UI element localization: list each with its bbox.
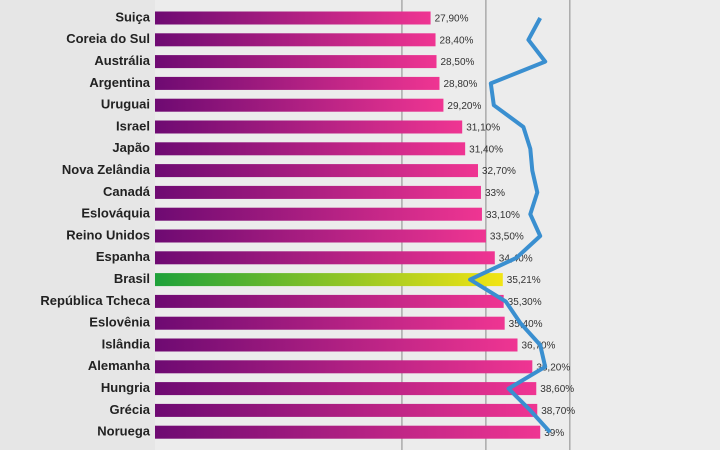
category-label: Islândia xyxy=(102,336,151,351)
value-label: 27,90% xyxy=(435,14,469,25)
bar xyxy=(155,142,466,156)
value-label: 28,80% xyxy=(443,79,477,90)
category-label: Nova Zelândia xyxy=(62,162,151,177)
value-label: 32,70% xyxy=(482,166,516,177)
bar xyxy=(155,11,431,25)
value-label: 35,21% xyxy=(507,275,541,286)
bar xyxy=(155,251,495,265)
bar xyxy=(155,229,486,243)
value-label: 33,10% xyxy=(486,210,520,221)
bar xyxy=(155,55,437,69)
bar xyxy=(155,98,444,112)
bar xyxy=(155,185,481,199)
value-label: 35,30% xyxy=(508,297,542,308)
category-label: Eslováquia xyxy=(81,206,150,221)
value-label: 35,40% xyxy=(509,319,543,330)
bar xyxy=(155,273,503,287)
category-label: Grécia xyxy=(110,402,151,417)
bar xyxy=(155,294,504,308)
category-label: Brasil xyxy=(114,271,150,286)
value-label: 31,10% xyxy=(466,123,500,134)
value-label: 31,40% xyxy=(469,144,503,155)
value-label: 33% xyxy=(485,188,505,199)
category-label: Suiça xyxy=(115,9,150,24)
line-series xyxy=(468,17,552,434)
value-label: 29,20% xyxy=(447,101,481,112)
bar xyxy=(155,360,533,374)
bar xyxy=(155,338,518,352)
category-label: Hungria xyxy=(101,380,151,395)
category-label: Alemanha xyxy=(88,358,151,373)
category-label: Canadá xyxy=(103,184,151,199)
bar xyxy=(155,33,436,47)
category-label: Reino Unidos xyxy=(66,227,150,242)
bar xyxy=(155,425,541,439)
category-label: Japão xyxy=(112,140,150,155)
category-label: Argentina xyxy=(89,75,150,90)
bar xyxy=(155,316,505,330)
category-label: República Tcheca xyxy=(40,293,150,308)
value-label: 38,20% xyxy=(536,362,570,373)
bar xyxy=(155,207,482,221)
category-label: Israel xyxy=(116,118,150,133)
category-label: Eslovênia xyxy=(89,315,150,330)
category-label: Austrália xyxy=(94,53,150,68)
value-label: 28,40% xyxy=(440,35,474,46)
category-label: Coreia do Sul xyxy=(66,31,150,46)
bar xyxy=(155,403,538,417)
bar xyxy=(155,120,463,134)
category-label: Uruguai xyxy=(101,97,150,112)
bar xyxy=(155,76,440,90)
bar xyxy=(155,164,478,178)
value-label: 38,60% xyxy=(540,384,574,395)
category-label: Noruega xyxy=(97,424,151,439)
value-label: 38,70% xyxy=(541,406,575,417)
value-label: 39% xyxy=(544,428,564,439)
plot-area xyxy=(155,0,720,450)
value-label: 28,50% xyxy=(441,57,475,68)
bar xyxy=(155,382,537,396)
value-label: 33,50% xyxy=(490,232,524,243)
category-label: Espanha xyxy=(96,249,151,264)
